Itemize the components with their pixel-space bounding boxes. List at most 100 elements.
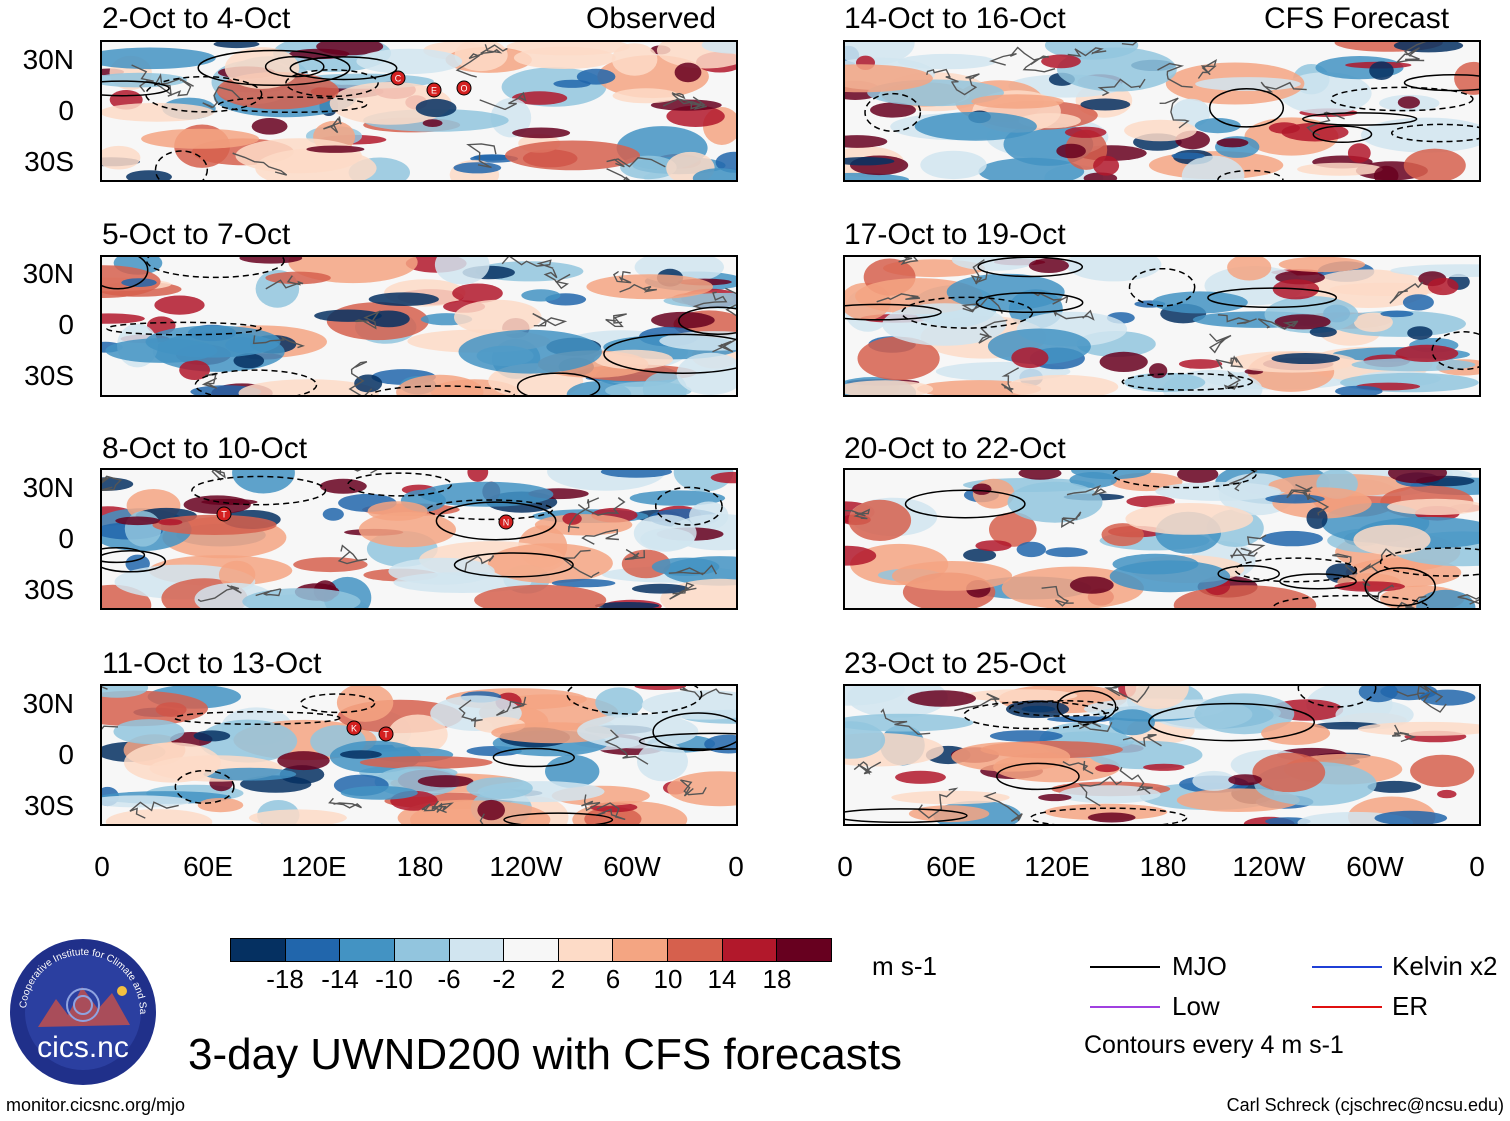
map-field: TN xyxy=(102,470,736,608)
anomaly-blob xyxy=(1143,763,1185,771)
colorbar-label: 6 xyxy=(605,964,621,994)
coastline xyxy=(853,761,882,775)
contour-line xyxy=(154,150,209,180)
coastline xyxy=(1217,314,1257,325)
y-label: 30S xyxy=(24,360,74,391)
contour-line xyxy=(975,292,1084,314)
coastline xyxy=(202,86,241,109)
x-label: 0 xyxy=(1469,851,1485,882)
anomaly-blob xyxy=(453,162,502,174)
anomaly-blob xyxy=(692,168,736,180)
storm-marker-icon xyxy=(456,80,472,96)
coastline xyxy=(662,96,707,111)
colorbar-swatch xyxy=(285,939,341,961)
coastline xyxy=(496,696,528,716)
anomaly-blob xyxy=(1109,709,1155,736)
map-panel-1: C E O xyxy=(100,40,738,182)
anomaly-blob xyxy=(213,42,260,49)
anomaly-blob xyxy=(1357,721,1479,736)
anomaly-blob xyxy=(1416,589,1476,608)
storm-marker-label: O xyxy=(460,84,467,94)
colorbar-label: 14 xyxy=(707,964,737,994)
anomaly-blob xyxy=(388,557,495,585)
coastline xyxy=(983,791,1023,822)
x-label: 120E xyxy=(281,851,347,882)
anomaly-blob xyxy=(1016,541,1046,558)
x-label: 180 xyxy=(1139,851,1187,882)
anomaly-blob xyxy=(1397,96,1420,109)
contour-line xyxy=(996,762,1080,791)
anomaly-blob xyxy=(595,602,660,608)
storm-marker-label: C xyxy=(395,74,402,84)
x-label: 60W xyxy=(603,851,661,882)
coastline xyxy=(466,143,497,169)
anomaly-blob xyxy=(710,471,736,484)
legend-label-er: ER xyxy=(1392,991,1429,1021)
coastline xyxy=(671,92,705,107)
contour-line xyxy=(977,257,1084,278)
anomaly-blob xyxy=(1307,269,1430,308)
coastline xyxy=(1119,766,1153,795)
anomaly-blob xyxy=(105,809,213,824)
anomaly-blob xyxy=(1227,257,1272,281)
legend-line-kelvin xyxy=(1312,966,1382,968)
anomaly-blob xyxy=(1265,494,1325,504)
contour-line xyxy=(300,693,376,714)
contour-line xyxy=(654,486,723,526)
coastline xyxy=(954,693,1000,712)
anomaly-blob xyxy=(141,128,260,149)
colorbar-label: 2 xyxy=(550,964,566,994)
coastline xyxy=(606,168,631,180)
y-label: 30S xyxy=(24,790,74,821)
contour-line xyxy=(1009,699,1119,717)
colorbar-units: m s-1 xyxy=(872,951,937,981)
anomaly-blob xyxy=(897,53,996,70)
anomaly-blob xyxy=(1271,353,1340,364)
coastline xyxy=(1121,42,1138,46)
contour-line xyxy=(845,808,968,824)
coastline xyxy=(1097,78,1146,97)
anomaly-blob xyxy=(1380,310,1414,318)
anomaly-blob xyxy=(907,690,976,707)
y-label: 30S xyxy=(24,146,74,177)
anomaly-blob xyxy=(1194,118,1241,134)
coastline xyxy=(581,794,601,812)
contour-line xyxy=(264,56,325,78)
anomaly-blob xyxy=(235,138,362,174)
anomaly-blob xyxy=(158,519,183,526)
anomaly-blob xyxy=(218,560,256,589)
anomaly-blob xyxy=(1080,98,1131,111)
anomaly-blob xyxy=(1437,789,1457,799)
x-label: 0 xyxy=(837,851,853,882)
x-label: 0 xyxy=(94,851,110,882)
anomaly-blob xyxy=(1353,524,1431,556)
contour-line xyxy=(1148,702,1316,742)
anomaly-blob xyxy=(203,767,297,781)
contour-line xyxy=(197,49,351,87)
contour-line xyxy=(566,686,703,715)
coastline xyxy=(1389,281,1424,304)
contour-line xyxy=(1056,689,1117,723)
anomaly-blob xyxy=(473,154,512,161)
x-label: 120E xyxy=(1024,851,1090,882)
y-label: 0 xyxy=(58,309,74,340)
anomaly-blob xyxy=(1351,358,1476,372)
anomaly-blob xyxy=(452,283,503,304)
coastline xyxy=(480,44,508,55)
coastline xyxy=(606,157,666,168)
y-label: 30S xyxy=(24,574,74,605)
legend-line-low xyxy=(1090,1006,1160,1008)
coastline xyxy=(1395,47,1425,64)
anomaly-blob xyxy=(126,170,172,180)
contour-line xyxy=(435,501,557,541)
contour-line xyxy=(145,257,285,279)
contour-line xyxy=(904,489,1026,519)
anomaly-blob xyxy=(1403,148,1466,180)
anomaly-blob xyxy=(971,94,1064,109)
panel-tag-observed: Observed xyxy=(586,2,717,35)
contour-line xyxy=(1312,125,1373,144)
anomaly-blob xyxy=(454,299,542,335)
legend-label-kelvin: Kelvin x2 xyxy=(1392,951,1498,981)
anomaly-blob xyxy=(845,686,905,706)
anomaly-blob xyxy=(651,311,715,329)
